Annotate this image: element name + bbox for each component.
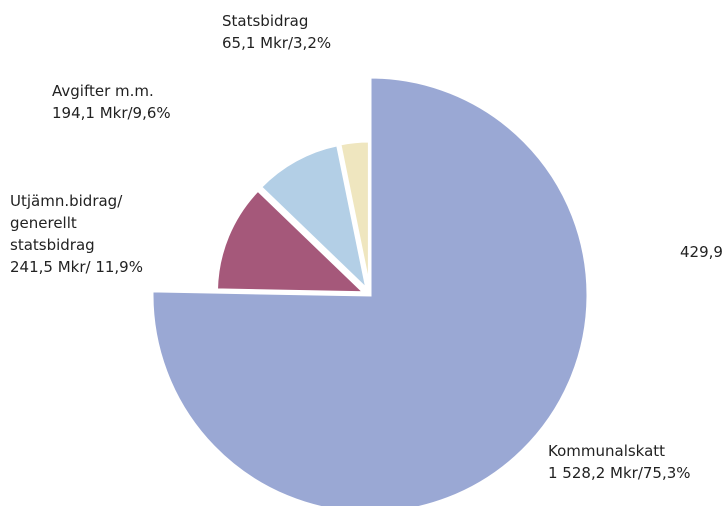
category-label: Statsbidrag bbox=[222, 12, 309, 30]
pie-slice bbox=[258, 142, 370, 295]
category-label: Utjämn.bidrag/ generellt statsbidrag bbox=[10, 192, 123, 254]
pie-slice bbox=[150, 75, 590, 506]
value-label: 1 528,2 Mkr/75,3% bbox=[548, 464, 691, 482]
slice-label: Statsbidrag 65,1 Mkr/3,2% bbox=[222, 10, 392, 54]
value-label: 65,1 Mkr/3,2% bbox=[222, 34, 332, 52]
annotation: 429,9 bbox=[680, 243, 723, 261]
category-label: Kommunalskatt bbox=[548, 442, 666, 460]
slice-label: Kommunalskatt 1 528,2 Mkr/75,3% bbox=[548, 440, 727, 484]
pie-slice bbox=[338, 139, 371, 290]
category-label: Avgifter m.m. bbox=[52, 82, 154, 100]
pie-slice bbox=[214, 187, 369, 295]
slice-label: Utjämn.bidrag/ generellt statsbidrag 241,… bbox=[10, 190, 145, 278]
slice-label: Avgifter m.m. 194,1 Mkr/9,6% bbox=[52, 80, 222, 124]
value-label: 241,5 Mkr/ 11,9% bbox=[10, 258, 143, 276]
value-label: 194,1 Mkr/9,6% bbox=[52, 104, 171, 122]
